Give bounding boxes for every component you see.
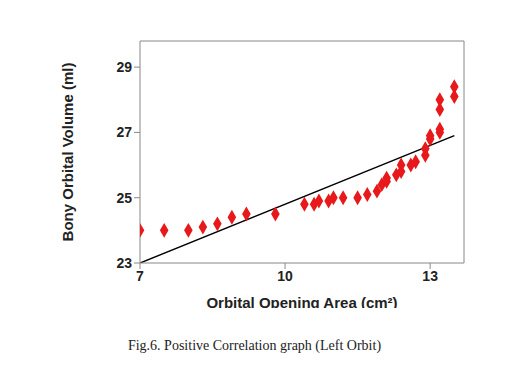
svg-text:25: 25 [116,190,132,206]
svg-text:7: 7 [136,268,144,284]
svg-text:23: 23 [116,255,132,271]
svg-text:29: 29 [116,59,132,75]
svg-text:10: 10 [277,268,293,284]
svg-text:Bony Orbital Volume (ml): Bony Orbital Volume (ml) [59,63,76,242]
svg-text:Orbital Opening Area (cm²): Orbital Opening Area (cm²) [206,294,397,308]
svg-text:13: 13 [422,268,438,284]
html-text:Fig.6. Positive Correlation gr: Fig.6. Positive Correlation graph (Left … [127,338,382,353]
svg-text:27: 27 [116,124,132,140]
